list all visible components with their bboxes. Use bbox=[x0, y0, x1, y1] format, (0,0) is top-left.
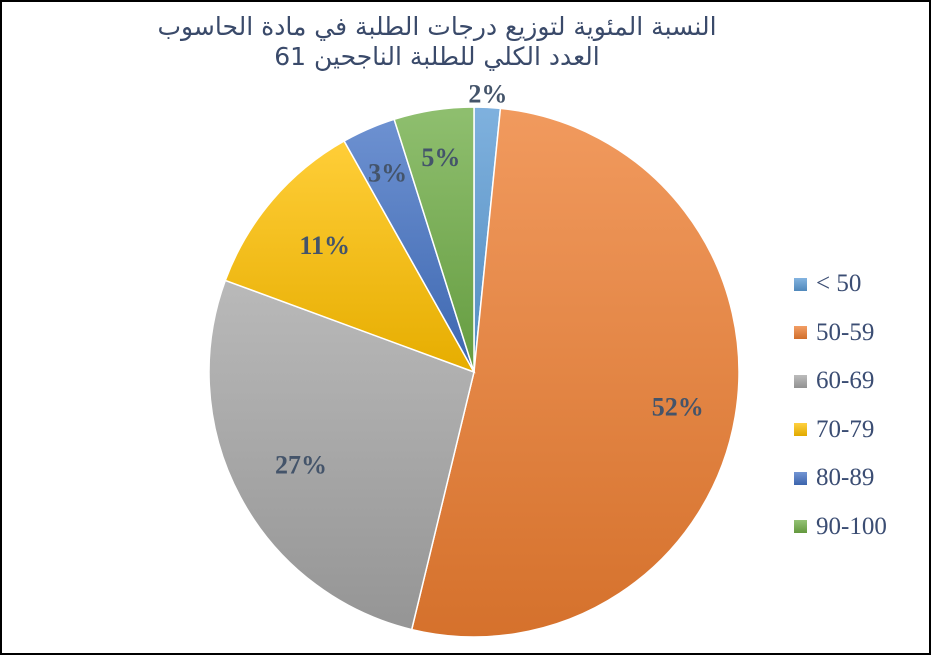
chart-title-line1: النسبة المئوية لتوزيع درجات الطلبة في ما… bbox=[157, 12, 717, 41]
legend-item: 70-79 bbox=[794, 406, 887, 455]
pie-slice bbox=[393, 106, 475, 373]
legend-swatch bbox=[794, 326, 807, 340]
legend-item: 90-100 bbox=[794, 503, 887, 552]
legend-label: 60-69 bbox=[816, 367, 875, 395]
legend-swatch bbox=[794, 520, 807, 534]
pie-data-label: 27% bbox=[275, 450, 327, 479]
pie-slice bbox=[410, 107, 740, 638]
legend-swatch bbox=[794, 277, 807, 291]
pie-slice bbox=[224, 139, 476, 374]
legend-label: 70-79 bbox=[816, 415, 875, 443]
chart-title-line2: العدد الكلي للطلبة الناجحين 61 bbox=[274, 42, 600, 71]
pie-data-label: 52% bbox=[652, 393, 704, 422]
legend-label: 80-89 bbox=[816, 464, 875, 492]
pie-data-label: 5% bbox=[421, 143, 460, 172]
chart-title: النسبة المئوية لتوزيع درجات الطلبة في ما… bbox=[42, 12, 832, 72]
legend-label: < 50 bbox=[816, 270, 862, 298]
legend: < 50 50-59 60-69 70-79 80-89 90-100 bbox=[794, 260, 887, 551]
pie-data-label: 3% bbox=[368, 159, 407, 188]
pie-data-label: 2% bbox=[468, 79, 507, 108]
legend-label: 50-59 bbox=[816, 318, 875, 346]
legend-item: 60-69 bbox=[794, 357, 887, 406]
pie-data-label: 11% bbox=[299, 231, 350, 260]
legend-item: < 50 bbox=[794, 260, 887, 309]
legend-swatch bbox=[794, 471, 807, 485]
pie-slice bbox=[208, 279, 475, 631]
legend-swatch bbox=[794, 423, 807, 437]
legend-swatch bbox=[794, 374, 807, 388]
legend-label: 90-100 bbox=[816, 512, 887, 540]
legend-item: 80-89 bbox=[794, 454, 887, 503]
legend-item: 50-59 bbox=[794, 309, 887, 358]
